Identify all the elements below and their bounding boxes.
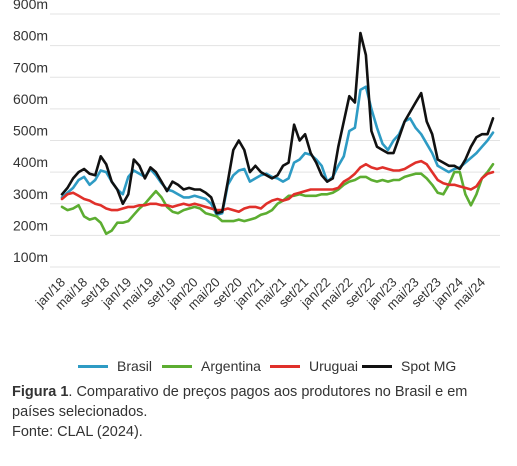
y-tick-label: 200m <box>13 217 48 233</box>
y-tick-label: 400m <box>13 154 48 170</box>
legend-swatch <box>362 364 392 368</box>
legend-swatch <box>162 364 192 368</box>
gridlines <box>50 13 500 268</box>
chart-legend: Brasil Argentina Uruguai Spot MG <box>0 358 517 380</box>
y-tick-label: 300m <box>13 186 48 202</box>
legend-item: Brasil <box>78 358 152 374</box>
legend-label: Brasil <box>117 358 153 374</box>
legend-label: Spot MG <box>401 358 457 374</box>
series-line-argentina <box>60 162 495 236</box>
series-line-spot-mg <box>60 31 495 215</box>
y-axis-ticks: 100m 200m 300m 400m 500m 600m 700m 800m 900m <box>13 0 48 265</box>
caption-source: Fonte: CLAL (2024). <box>12 424 143 440</box>
caption-label: Figura 1 <box>12 384 69 400</box>
legend-swatch <box>78 364 108 368</box>
y-tick-label: 500m <box>13 123 48 139</box>
price-comparison-chart: 100m 200m 300m 400m 500m 600m 700m 800m 900m jan… <box>13 0 500 313</box>
y-tick-label: 800m <box>13 28 48 44</box>
caption-text: . Comparativo de preços pagos aos produt… <box>12 384 468 420</box>
figure-caption: Figura 1. Comparativo de preços pagos ao… <box>12 382 512 442</box>
legend-item: Argentina <box>162 358 261 374</box>
series-line-uruguai <box>60 159 495 213</box>
legend-label: Uruguai <box>309 358 359 374</box>
y-tick-label: 100m <box>13 249 48 265</box>
y-tick-label: 700m <box>13 59 48 75</box>
series-line-brasil <box>60 85 495 217</box>
x-axis-ticks: jan/18mai/18set/18jan/19mai/19set/19jan/… <box>32 275 488 313</box>
y-tick-label: 600m <box>13 91 48 107</box>
legend-item: Spot MG <box>362 358 456 374</box>
legend-item: Uruguai <box>270 358 358 374</box>
legend-swatch <box>270 364 300 368</box>
legend-label: Argentina <box>201 358 261 374</box>
series-lines <box>60 31 495 236</box>
y-tick-label: 900m <box>13 0 48 12</box>
